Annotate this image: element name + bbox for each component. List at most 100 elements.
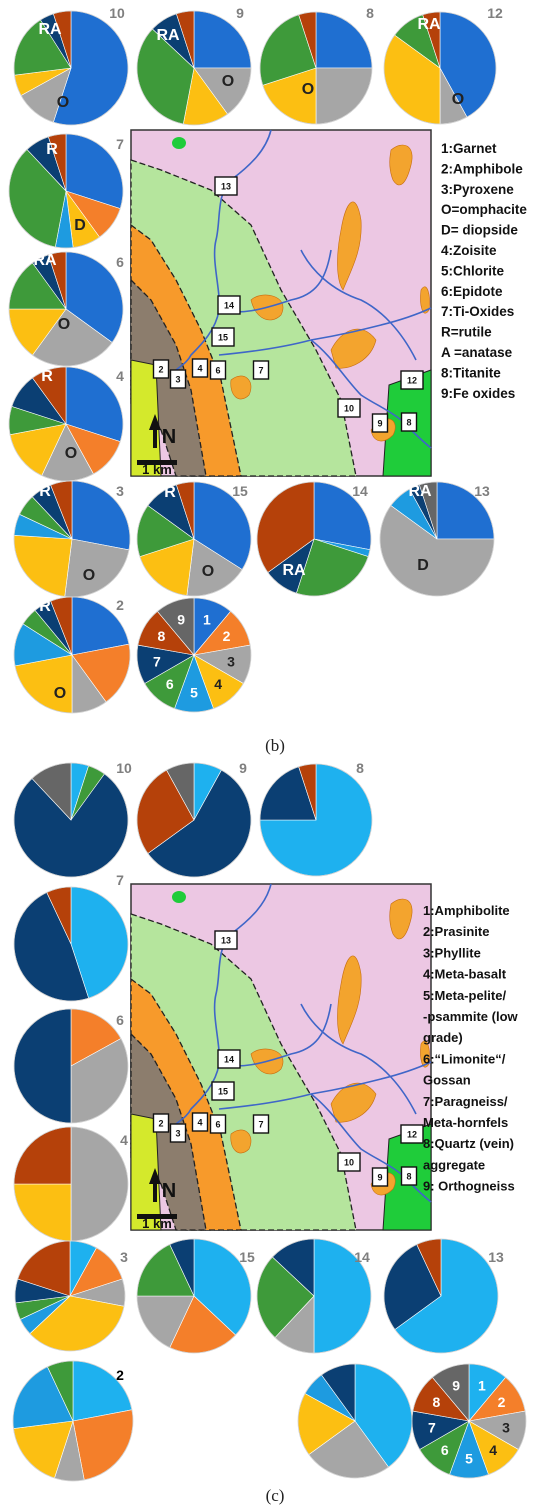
svg-text:2: 2	[158, 1119, 163, 1129]
c-north-arrow-icon: N	[149, 1168, 176, 1202]
pie-b-number-9: 9	[236, 5, 244, 21]
pie-b-9-label-RA: RA	[156, 27, 180, 44]
b-map-site-label-12: 12	[400, 370, 424, 390]
b-legend-item-11: 8:Titanite	[441, 365, 501, 380]
pie-b-13-label-RA: RA	[408, 483, 432, 500]
legend-pie-c-label-3: 3	[502, 1420, 510, 1436]
pie-b-number-14: 14	[352, 483, 368, 499]
legend-pie-b-label-5: 5	[190, 685, 198, 701]
pie-b-8-2-slice-3	[315, 67, 373, 125]
svg-text:13: 13	[221, 936, 231, 946]
b-map-site-label-4: 4	[191, 358, 209, 378]
svg-text:7: 7	[258, 1120, 263, 1130]
c-map-site-label-10: 10	[337, 1152, 361, 1172]
pie-c-4-5-slice-4	[13, 1183, 72, 1242]
legend-pie-c-outline	[411, 1363, 527, 1479]
legend-pie-c-label-7: 7	[428, 1420, 436, 1436]
b-map-site-label-6: 6	[209, 360, 227, 380]
c-legend-item-8: Gossan	[423, 1073, 471, 1088]
pie-c-number-10: 10	[116, 760, 132, 776]
legend-pie-c-label-9: 9	[452, 1378, 460, 1394]
b-legend-item-2: 3:Pyroxene	[441, 182, 514, 197]
pie-c-number-13: 13	[488, 1249, 504, 1265]
c-legend-item-7: 6:“Limonite“/	[423, 1051, 506, 1066]
pie-b-15-label-O: O	[202, 563, 214, 580]
pie-b-8-2-outline	[259, 11, 373, 125]
c-legend-item-3: 4:Meta-basalt	[423, 967, 507, 982]
pie-b-10-label-O: O	[57, 94, 69, 111]
c-map-river-5	[300, 1003, 417, 1115]
b-map-orange-outcrop-2	[389, 144, 413, 186]
pie-b-13-10-outline	[379, 481, 495, 597]
c-legend-item-11: 8:Quartz (vein)	[423, 1136, 514, 1151]
c-map-river-1	[170, 883, 272, 1130]
b-legend-item-0: 1:Garnet	[441, 141, 497, 156]
svg-text:3: 3	[175, 1129, 180, 1139]
svg-text:14: 14	[224, 301, 234, 311]
pie-c-9-1-outline	[136, 762, 252, 878]
b-map-orange-outcrop-6	[420, 286, 430, 314]
pie-b-number-12: 12	[487, 5, 503, 21]
pie-b-2-label-R: R	[39, 598, 51, 615]
pie-b-10-label-RA: RA	[38, 21, 62, 38]
c-map-orange-outcrop-1	[337, 955, 362, 1045]
svg-text:1 km: 1 km	[142, 1216, 172, 1231]
b-legend-item-1: 2:Amphibole	[441, 161, 523, 176]
pie-b-number-13: 13	[474, 483, 490, 499]
map-panel-c: 13 14 15 2 3 4 6 7 12 10 9 8 N 1 km	[130, 883, 432, 1231]
pie-b-number-10: 10	[109, 5, 125, 21]
legend-pie-b-label-1: 1	[203, 612, 211, 628]
legend-pie-b-label-7: 7	[153, 654, 161, 670]
pie-c-unlabeled-11	[297, 1363, 413, 1479]
pie-c-15-7	[136, 1238, 252, 1354]
c-legend-item-5: -psammite (low	[423, 1009, 519, 1024]
svg-text:1 km: 1 km	[142, 462, 172, 477]
legend-pie-c-label-2: 2	[498, 1394, 506, 1410]
svg-text:6: 6	[215, 1120, 220, 1130]
svg-text:15: 15	[218, 1087, 228, 1097]
pie-b-number-8: 8	[366, 5, 374, 21]
pie-c-number-9: 9	[239, 760, 247, 776]
pie-c-6-4-slice-7	[13, 1008, 72, 1124]
b-legend-item-4: D= diopside	[441, 223, 518, 238]
pie-b-7-4-outline	[8, 133, 124, 249]
c-map-site-label-6: 6	[209, 1114, 227, 1134]
c-map-orange-outcrop-7	[230, 1129, 252, 1154]
pie-b-6-5-outline	[8, 251, 124, 367]
pie-c-number-14: 14	[354, 1249, 370, 1265]
pie-b-2-11-outline	[13, 596, 131, 714]
pie-b-10-0-outline	[13, 10, 129, 126]
b-legend-item-8: 7:Ti-Oxides	[441, 304, 514, 319]
c-map-site-label-8: 8	[400, 1166, 418, 1186]
c-legend-item-10: Meta-hornfels	[423, 1115, 508, 1130]
pie-b-4-label-O: O	[65, 445, 77, 462]
caption-b: (b)	[265, 736, 285, 755]
pie-b-10-0	[13, 10, 129, 126]
b-legend-item-7: 6:Epidote	[441, 284, 503, 299]
legend-pie-c-label-8: 8	[433, 1394, 441, 1410]
b-map-river-1	[170, 129, 272, 376]
pie-c-number-7: 7	[116, 872, 124, 888]
pie-b-9-label-O: O	[222, 73, 234, 90]
svg-text:8: 8	[406, 418, 411, 428]
pie-b-14-label-RA: RA	[282, 562, 306, 579]
pie-c-7-3	[13, 886, 129, 1002]
b-legend-item-6: 5:Chlorite	[441, 263, 504, 278]
c-legend-item-12: aggregate	[423, 1157, 485, 1172]
b-legend-item-3: O=omphacite	[441, 202, 527, 217]
svg-text:10: 10	[344, 1158, 354, 1168]
pie-c-8-2-outline	[259, 763, 373, 877]
svg-text:2: 2	[158, 365, 163, 375]
svg-text:14: 14	[224, 1055, 234, 1065]
pie-b-number-7: 7	[116, 136, 124, 152]
b-map-site-label-13: 13	[214, 176, 238, 196]
pie-b-9-1-outline	[136, 10, 252, 126]
pie-c-15-7-outline	[136, 1238, 252, 1354]
pie-b-8-2-slice-1	[315, 11, 373, 69]
svg-text:N: N	[162, 1180, 176, 1202]
c-legend-item-13: 9: Orthogneiss	[423, 1179, 515, 1194]
pie-b-2-11	[13, 596, 131, 714]
b-map-orange-outcrop-3	[330, 328, 377, 369]
